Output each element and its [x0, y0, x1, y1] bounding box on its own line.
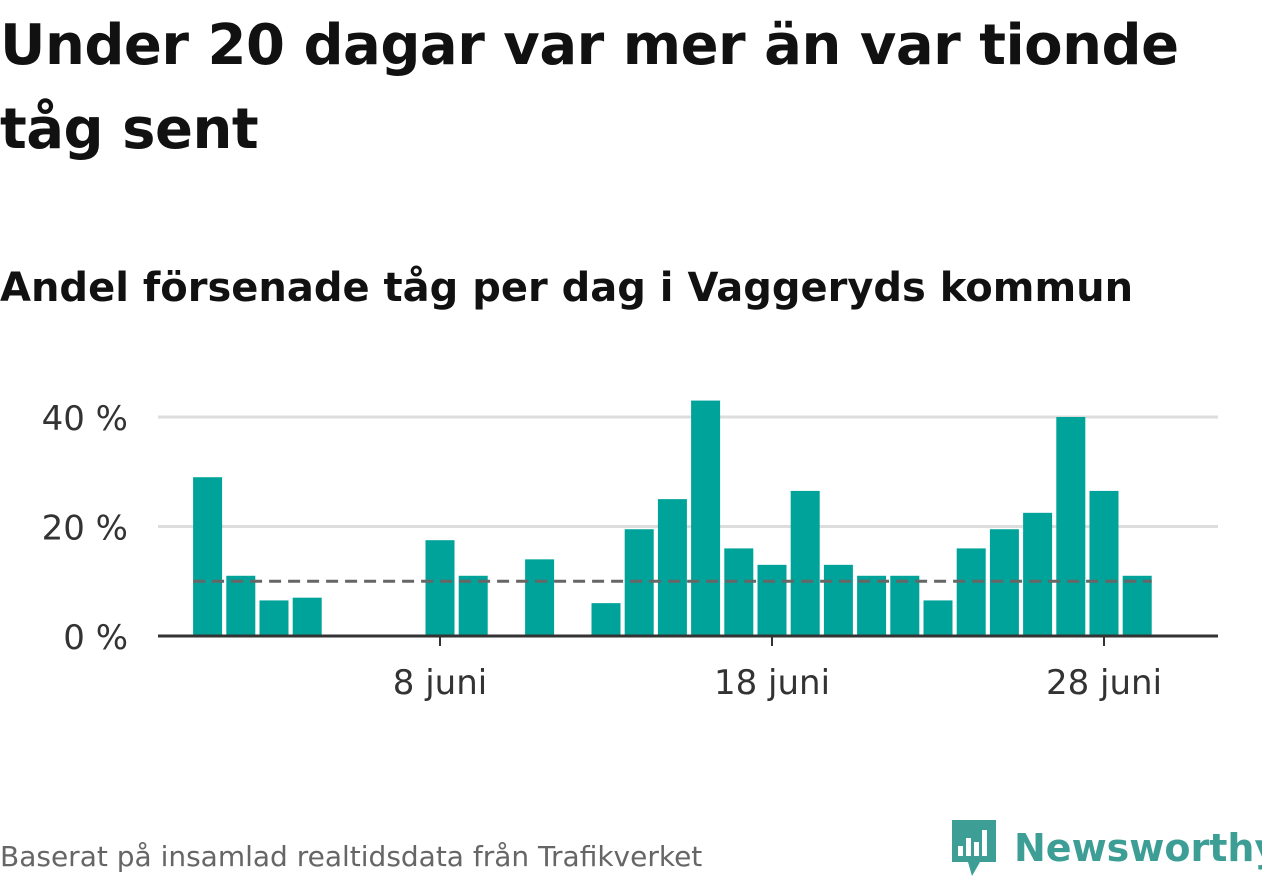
source-note: Baserat på insamlad realtidsdata från Tr…: [0, 840, 703, 873]
bar-chart: 0 % 20 % 40 % 8 juni 18 juni 28 juni: [42, 399, 1218, 703]
bar: [525, 559, 555, 636]
bar: [691, 400, 721, 636]
bar: [823, 564, 853, 636]
x-tick-label: 18 juni: [714, 663, 830, 703]
brand-logo: Newsworthy: [950, 818, 1262, 878]
bar: [1122, 575, 1152, 636]
bar: [1089, 490, 1119, 636]
newsworthy-logo-icon: [952, 820, 996, 876]
x-tick-label: 28 juni: [1046, 663, 1162, 703]
bar: [1056, 417, 1086, 636]
bar: [1023, 512, 1053, 636]
bar: [657, 499, 687, 636]
bar: [923, 600, 953, 636]
bars: [193, 400, 1152, 636]
bar: [857, 575, 887, 636]
bar: [757, 564, 787, 636]
bar: [292, 597, 322, 636]
bar: [790, 490, 820, 636]
y-tick-label: 20 %: [42, 509, 128, 549]
x-tick-label: 8 juni: [393, 663, 487, 703]
bar: [591, 603, 621, 636]
bar: [425, 540, 455, 636]
y-tick-label: 40 %: [42, 399, 128, 439]
bar: [724, 548, 754, 636]
bar: [193, 477, 223, 636]
chart-title: Under 20 dagar var mer än var tionde tåg…: [0, 13, 1179, 162]
bar: [259, 600, 289, 636]
bar: [890, 575, 920, 636]
y-tick-label: 0 %: [63, 618, 128, 658]
bar: [458, 575, 488, 636]
bar: [226, 575, 256, 636]
brand-name: Newsworthy: [1014, 826, 1262, 870]
axes: 0 % 20 % 40 % 8 juni 18 juni 28 juni: [42, 399, 1218, 703]
chart-subtitle: Andel försenade tåg per dag i Vaggeryds …: [0, 265, 1134, 311]
bar: [956, 548, 986, 636]
